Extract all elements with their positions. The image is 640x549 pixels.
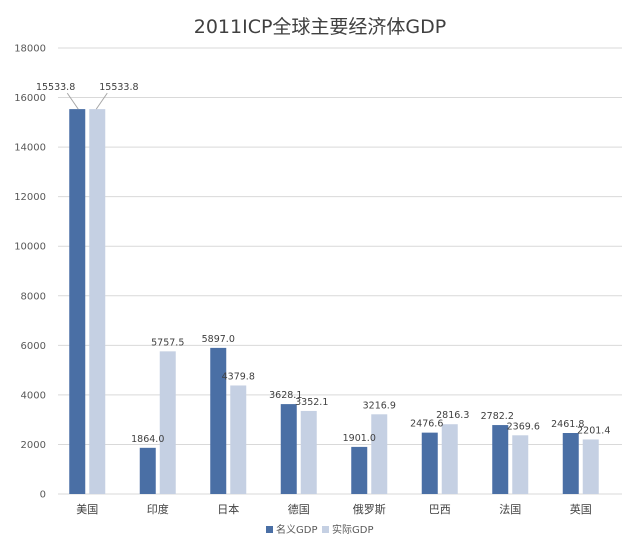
bar bbox=[441, 424, 458, 494]
data-label: 2369.6 bbox=[507, 421, 540, 432]
x-tick-label: 印度 bbox=[147, 502, 169, 516]
x-tick-label: 俄罗斯 bbox=[353, 503, 386, 516]
legend-label: 名义GDP bbox=[276, 523, 317, 536]
bar bbox=[512, 435, 529, 494]
x-tick-label: 美国 bbox=[76, 503, 98, 516]
bar bbox=[210, 347, 227, 494]
bar bbox=[562, 433, 579, 494]
bar bbox=[582, 439, 599, 494]
data-label: 5757.5 bbox=[151, 337, 184, 348]
x-tick-label: 日本 bbox=[217, 502, 239, 516]
y-tick-label: 8000 bbox=[21, 291, 46, 302]
bar bbox=[139, 447, 156, 494]
data-label: 2461.8 bbox=[551, 419, 584, 430]
leader-line bbox=[66, 92, 79, 110]
legend-label: 实际GDP bbox=[332, 523, 373, 536]
bar bbox=[492, 425, 509, 494]
bar bbox=[89, 109, 106, 494]
bar bbox=[300, 410, 317, 494]
legend-swatch bbox=[266, 526, 273, 533]
bar bbox=[230, 385, 247, 494]
chart-title: 2011ICP全球主要经济体GDP bbox=[193, 16, 447, 38]
data-label: 2816.3 bbox=[436, 410, 469, 421]
data-label: 5897.0 bbox=[202, 334, 235, 345]
data-label: 2201.4 bbox=[577, 425, 610, 436]
y-tick-label: 2000 bbox=[21, 440, 46, 451]
x-tick-label: 法国 bbox=[499, 502, 521, 516]
bar bbox=[421, 432, 438, 494]
y-tick-label: 14000 bbox=[14, 143, 46, 154]
data-label: 15533.8 bbox=[99, 82, 138, 93]
y-tick-label: 12000 bbox=[14, 192, 46, 203]
y-tick-label: 0 bbox=[40, 490, 46, 501]
bar bbox=[371, 414, 388, 494]
bar bbox=[351, 446, 368, 494]
y-tick-label: 6000 bbox=[21, 341, 46, 352]
x-tick-label: 德国 bbox=[288, 502, 310, 516]
leader-line bbox=[95, 92, 108, 110]
legend-swatch bbox=[322, 526, 329, 533]
data-label: 3352.1 bbox=[295, 397, 328, 408]
data-label: 3628.1 bbox=[269, 390, 302, 401]
bar bbox=[159, 351, 176, 494]
bar bbox=[280, 404, 297, 494]
data-label: 1864.0 bbox=[131, 434, 164, 445]
data-label: 1901.0 bbox=[343, 433, 376, 444]
data-label: 2782.2 bbox=[481, 411, 514, 422]
x-tick-label: 英国 bbox=[570, 502, 592, 516]
y-tick-label: 4000 bbox=[21, 390, 46, 401]
y-tick-label: 10000 bbox=[14, 242, 46, 253]
data-label: 4379.8 bbox=[222, 371, 255, 382]
y-tick-label: 18000 bbox=[14, 44, 46, 55]
y-tick-label: 16000 bbox=[14, 93, 46, 104]
data-label: 15533.8 bbox=[36, 82, 75, 93]
bar bbox=[69, 109, 86, 494]
x-tick-label: 巴西 bbox=[429, 503, 451, 516]
data-label: 3216.9 bbox=[363, 400, 396, 411]
data-label: 2476.6 bbox=[410, 419, 443, 430]
